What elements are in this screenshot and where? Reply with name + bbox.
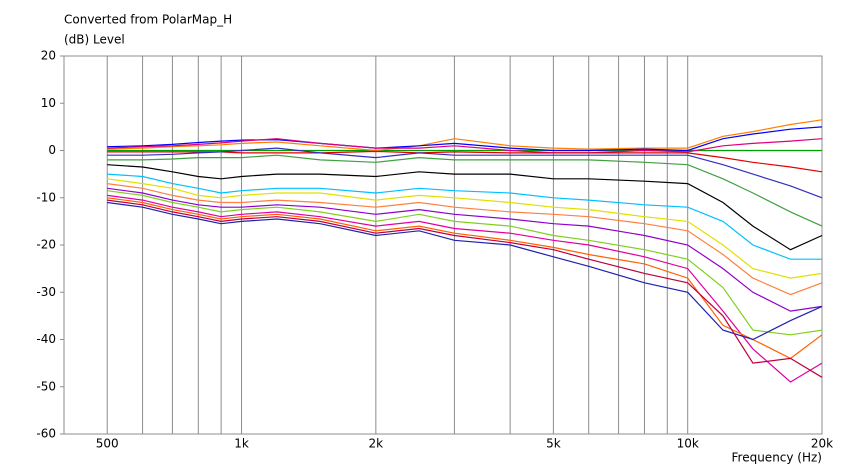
response-curve	[107, 190, 823, 336]
response-curve	[107, 199, 823, 378]
y-axis-label: (dB) Level	[64, 33, 125, 47]
y-tick-label: 10	[41, 96, 56, 110]
x-tick-label: 1k	[234, 437, 249, 451]
x-axis-label: Frequency (Hz)	[732, 451, 823, 465]
response-curve	[107, 178, 823, 279]
y-tick-label: -20	[36, 238, 56, 252]
response-curve	[107, 138, 823, 154]
x-tick-label: 500	[96, 437, 119, 451]
x-tick-label: 20k	[811, 437, 833, 451]
response-curve	[107, 183, 823, 296]
response-curve	[107, 173, 822, 260]
response-curve	[107, 119, 823, 152]
response-curve	[107, 126, 823, 152]
y-tick-label: 0	[48, 143, 56, 157]
x-tick-label: 10k	[677, 437, 699, 451]
x-tick-label: 5k	[546, 437, 561, 451]
response-curve	[107, 147, 823, 199]
x-tick-label: 2k	[369, 437, 384, 451]
response-curve	[107, 154, 823, 227]
response-curve	[107, 194, 823, 383]
y-tick-label: -10	[36, 190, 56, 204]
response-curve	[107, 187, 823, 312]
y-tick-label: -30	[36, 285, 56, 299]
y-tick-label: 20	[41, 49, 56, 63]
y-tick-label: -60	[36, 427, 56, 441]
response-curve	[107, 164, 823, 251]
plot-area	[63, 55, 823, 435]
chart-title: Converted from PolarMap_H	[64, 13, 232, 27]
response-curve	[107, 201, 823, 341]
response-curve	[107, 150, 823, 173]
response-curve	[107, 197, 823, 360]
y-tick-label: -50	[36, 379, 56, 393]
y-tick-label: -40	[36, 332, 56, 346]
